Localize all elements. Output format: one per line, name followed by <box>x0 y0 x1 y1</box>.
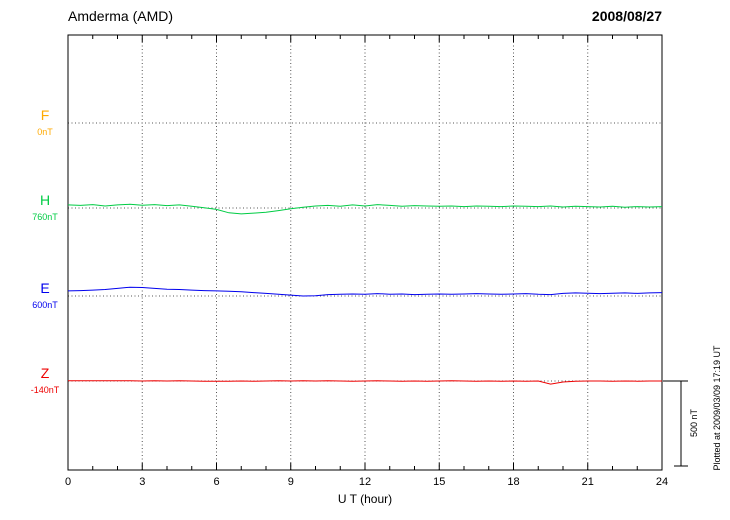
trace-E <box>67 286 663 297</box>
axis-ticks <box>67 35 663 470</box>
channel-baseline-F: 0nT <box>37 127 53 137</box>
x-axis-title: U T (hour) <box>338 492 392 506</box>
plot-date: 2008/08/27 <box>591 8 662 24</box>
channel-baseline-H: 760nT <box>32 212 58 222</box>
x-tick-label: 24 <box>656 476 668 488</box>
scale-bar-label: 500 nT <box>689 408 699 438</box>
channel-baseline-Z: -140nT <box>31 385 60 395</box>
x-tick-label: 0 <box>65 476 71 488</box>
trace-Z <box>67 380 662 385</box>
station-title: Amderma (AMD) <box>68 8 174 24</box>
x-tick-label: 9 <box>288 476 294 488</box>
x-tick-label: 21 <box>582 476 594 488</box>
x-tick-label: 12 <box>359 476 371 488</box>
channel-baseline-E: 600nT <box>32 300 58 310</box>
channel-letter-Z: Z <box>41 365 50 381</box>
channel-letter-H: H <box>40 192 50 208</box>
x-tick-label: 18 <box>507 476 519 488</box>
x-axis-labels: 0 3 6 9 12 15 18 21 24 U T (hour) <box>65 476 668 506</box>
channel-labels: F 0nT H 760nT E 600nT Z -140nT <box>31 107 60 395</box>
x-tick-label: 3 <box>139 476 145 488</box>
plotted-at-note: Plotted at 2009/03/09 17:19 UT <box>712 345 722 471</box>
channel-letter-E: E <box>40 280 49 296</box>
trace-H <box>67 203 663 215</box>
gridlines <box>68 35 662 470</box>
scale-bar <box>663 380 688 467</box>
x-tick-label: 6 <box>213 476 219 488</box>
traces <box>67 203 663 385</box>
channel-letter-F: F <box>41 107 50 123</box>
x-tick-label: 15 <box>433 476 445 488</box>
